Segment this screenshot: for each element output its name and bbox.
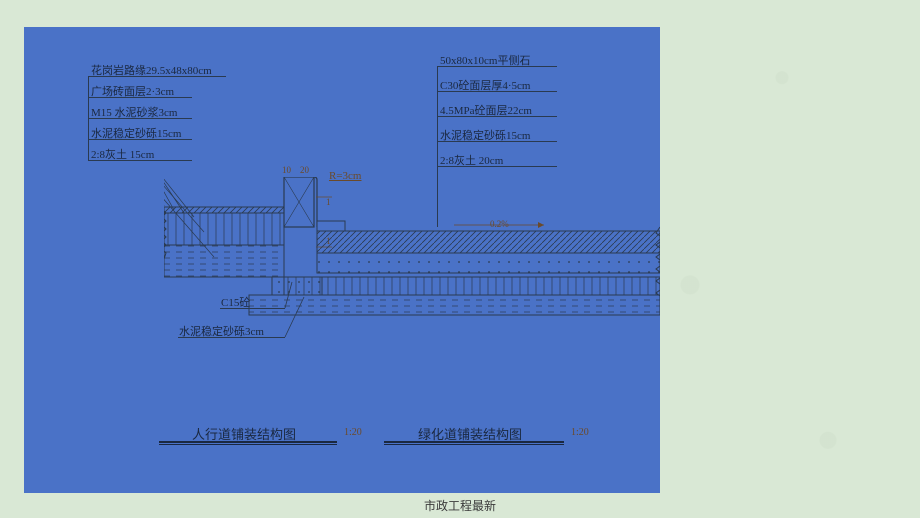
leader-left-0 [88,76,226,77]
title-left-underline [159,441,337,443]
scale-right: 1:20 [571,427,589,438]
leader-right-0 [437,66,557,67]
scale-left: 1:20 [344,427,362,438]
leader-right-3 [437,141,557,142]
leader-left-stem [88,76,89,160]
leader-left-3 [88,139,192,140]
title-right-underline [384,441,564,443]
title-left-underline2 [159,444,337,445]
leader-left-1 [88,97,192,98]
leader-right-4 [437,166,557,167]
leader-left-2 [88,118,192,119]
dim-20: 20 [300,165,309,175]
title-right-underline2 [384,444,564,445]
leader-left-4 [88,160,192,161]
cross-section-drawing [164,177,660,342]
dim-10: 10 [282,165,291,175]
leader-right-2 [437,116,557,117]
blueprint-panel: 花岗岩路缘29.5x48x80cm 广场砖面层2·3cm M15 水泥砂浆3cm… [24,27,660,493]
footer-text: 市政工程最新 [424,497,496,514]
leader-right-1 [437,91,557,92]
